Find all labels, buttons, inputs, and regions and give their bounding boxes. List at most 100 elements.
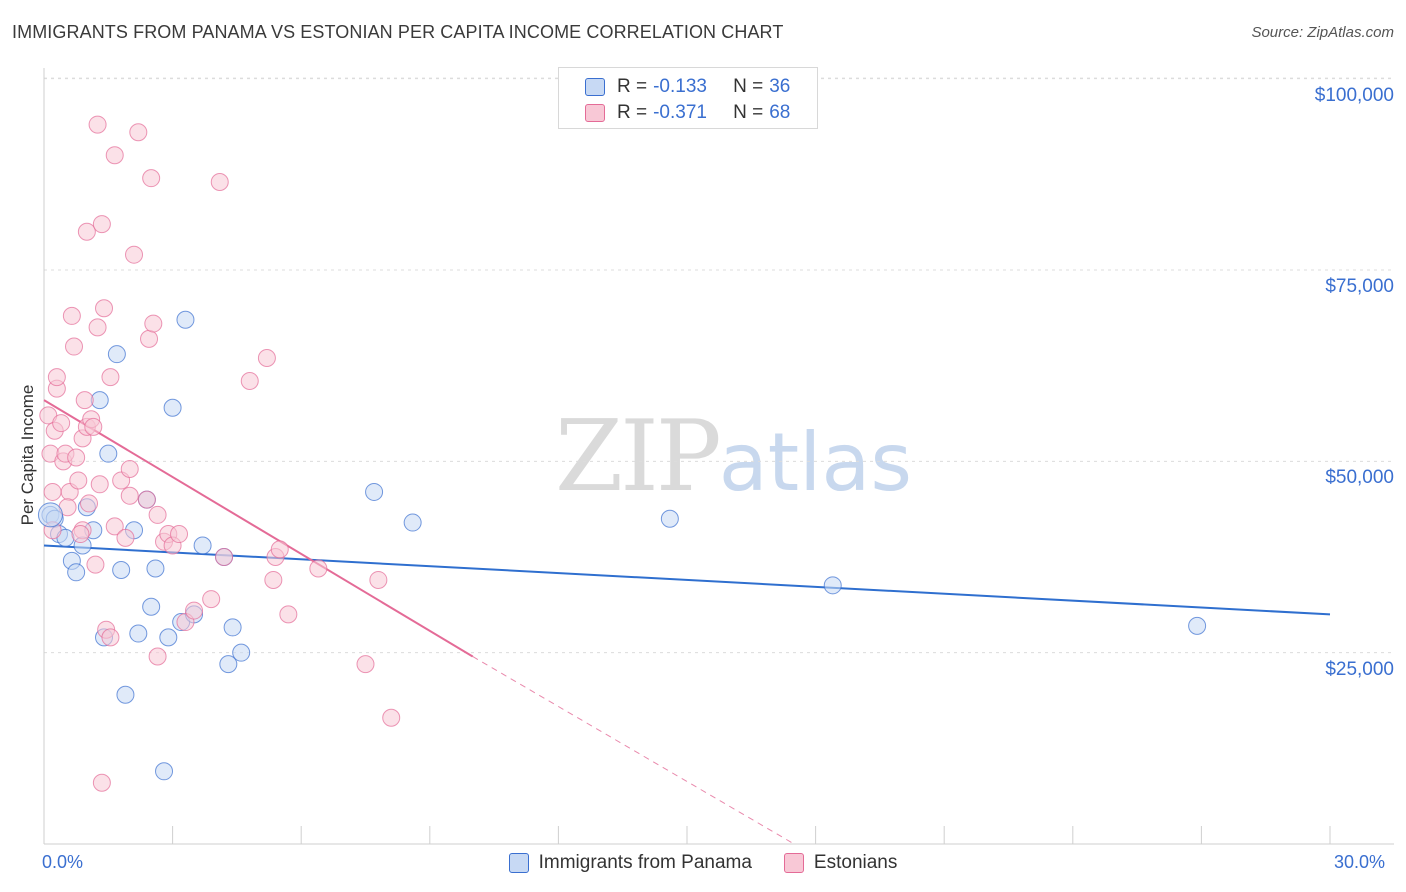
legend-item-panama[interactable]: Immigrants from Panama xyxy=(508,852,752,874)
y-tick-label: $25,000 xyxy=(1325,658,1394,680)
y-tick-label: $75,000 xyxy=(1325,276,1394,297)
source-label: Source: ZipAtlas.com xyxy=(1251,24,1394,41)
point-estonians xyxy=(52,414,71,433)
axes xyxy=(43,68,1394,845)
point-panama xyxy=(99,444,118,463)
point-estonians xyxy=(129,123,148,142)
point-estonians xyxy=(95,299,114,318)
point-panama xyxy=(159,628,178,647)
point-estonians xyxy=(264,570,283,589)
x-tick-label-max: 30.0% xyxy=(1334,852,1386,872)
legend-r-value-estonians: -0.371 xyxy=(653,102,707,123)
point-estonians xyxy=(67,448,86,467)
point-estonians xyxy=(185,601,204,620)
legend-swatch-blue xyxy=(508,853,529,873)
watermark: ZIPatlas xyxy=(555,400,912,514)
point-panama xyxy=(67,563,86,582)
point-estonians xyxy=(125,245,144,264)
point-estonians xyxy=(270,540,289,559)
legend-item-estonians[interactable]: Estonians xyxy=(783,852,898,874)
x-tick-label-min: 0.0% xyxy=(42,852,84,872)
point-estonians xyxy=(77,222,96,241)
point-estonians xyxy=(140,329,159,348)
legend-label-estonians: Estonians xyxy=(813,852,898,873)
y-tick-label: $100,000 xyxy=(1314,84,1394,106)
point-estonians xyxy=(116,528,135,547)
point-estonians xyxy=(80,494,99,513)
point-estonians xyxy=(88,318,107,337)
point-estonians xyxy=(88,115,107,134)
point-panama xyxy=(37,502,63,528)
gridlines xyxy=(44,77,1394,654)
legend-n-value-estonians: 68 xyxy=(769,102,791,123)
point-estonians xyxy=(71,525,90,544)
point-panama xyxy=(90,391,109,410)
trend-line-estonians-extension xyxy=(472,656,795,845)
point-estonians xyxy=(65,337,84,356)
point-panama xyxy=(223,618,242,637)
correlation-legend: R = -0.133 N = 36 R = -0.371 N = 68 xyxy=(558,67,818,129)
data-points xyxy=(37,115,1207,792)
legend-swatch-blue xyxy=(585,78,605,96)
legend-swatch-pink xyxy=(585,104,605,122)
trend-lines xyxy=(43,399,1331,845)
point-estonians xyxy=(47,368,66,387)
legend-r-value-panama: -0.133 xyxy=(653,76,707,97)
point-estonians xyxy=(120,459,139,478)
point-estonians xyxy=(69,471,88,490)
point-estonians xyxy=(105,517,124,536)
point-panama xyxy=(142,597,161,616)
point-estonians xyxy=(92,773,111,792)
point-estonians xyxy=(101,368,120,387)
legend-n-label: N = xyxy=(733,102,764,123)
watermark-zip: ZIP xyxy=(555,400,722,514)
point-estonians xyxy=(101,628,120,647)
point-panama xyxy=(1188,616,1207,635)
point-panama xyxy=(219,655,238,674)
point-estonians xyxy=(202,590,221,609)
point-estonians xyxy=(148,505,167,524)
point-estonians xyxy=(120,486,139,505)
point-panama xyxy=(155,762,174,781)
point-estonians xyxy=(86,555,105,574)
point-panama xyxy=(163,398,182,417)
point-estonians xyxy=(240,371,259,390)
point-estonians xyxy=(309,559,328,578)
trend-line-estonians xyxy=(43,399,474,658)
point-panama xyxy=(660,509,679,528)
point-estonians xyxy=(142,169,161,188)
point-panama xyxy=(823,576,842,595)
point-estonians xyxy=(210,172,229,191)
point-estonians xyxy=(279,605,298,624)
point-estonians xyxy=(84,417,103,436)
watermark-atlas: atlas xyxy=(718,416,913,509)
chart-title: IMMIGRANTS FROM PANAMA VS ESTONIAN PER C… xyxy=(12,22,784,42)
point-panama xyxy=(232,643,251,662)
point-panama xyxy=(107,345,126,364)
point-estonians xyxy=(90,475,109,494)
point-estonians xyxy=(148,647,167,666)
point-panama xyxy=(116,685,135,704)
point-panama xyxy=(403,513,422,532)
point-estonians xyxy=(75,391,94,410)
legend-r-label: R = xyxy=(617,102,648,123)
point-panama xyxy=(146,559,165,578)
point-panama xyxy=(365,482,384,501)
point-estonians xyxy=(257,349,276,368)
point-panama xyxy=(193,536,212,555)
point-estonians xyxy=(144,314,163,333)
series-legend: Immigrants from Panama Estonians xyxy=(0,852,1406,874)
point-estonians xyxy=(105,146,124,165)
legend-swatch-pink xyxy=(783,853,804,873)
legend-n-value-panama: 36 xyxy=(769,76,791,97)
point-estonians xyxy=(43,482,62,501)
point-panama xyxy=(112,561,131,580)
legend-n-label: N = xyxy=(733,76,764,97)
point-panama xyxy=(176,310,195,329)
point-estonians xyxy=(369,570,388,589)
legend-row-panama: R = -0.133 N = 36 xyxy=(585,75,790,99)
point-estonians xyxy=(215,548,234,566)
legend-label-panama: Immigrants from Panama xyxy=(538,852,752,873)
legend-row-estonians: R = -0.371 N = 68 xyxy=(585,101,790,125)
